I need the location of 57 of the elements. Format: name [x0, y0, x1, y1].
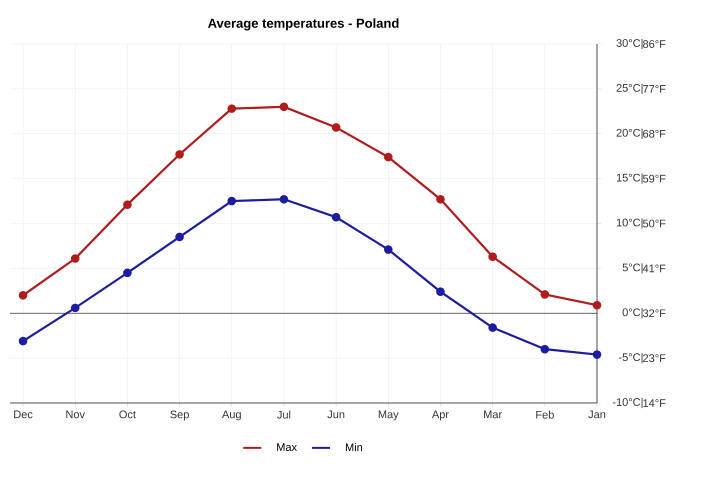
x-tick-label: Jul	[277, 410, 290, 419]
y2-tick-label: 50°F	[642, 220, 666, 228]
x-tick-label: Feb	[536, 410, 554, 419]
point	[540, 344, 550, 354]
point	[280, 194, 288, 204]
point	[384, 152, 393, 162]
point	[175, 150, 184, 159]
point	[18, 336, 28, 346]
y2-tick-label: 14°F	[643, 399, 666, 407]
point	[70, 304, 80, 312]
point	[488, 252, 497, 262]
point	[488, 323, 497, 332]
point	[227, 104, 236, 113]
y-tick-label: 10°C|	[616, 218, 642, 229]
y-tick-label: -5°C|	[618, 352, 642, 364]
point	[332, 212, 340, 222]
point	[70, 254, 80, 263]
point	[227, 196, 236, 206]
point	[540, 290, 550, 299]
y2-tick-label: 86°F	[643, 40, 666, 48]
y2-tick-label: 68°F	[643, 130, 666, 138]
point	[175, 232, 184, 242]
y-tick-label: 30°C|	[616, 38, 642, 50]
y2-tick-label: 59°F	[642, 174, 666, 183]
x-tick-label: Apr	[432, 410, 449, 420]
point	[592, 300, 602, 310]
point	[384, 245, 393, 254]
point	[280, 102, 288, 112]
point	[123, 268, 132, 278]
x-tick-label: Sep	[170, 410, 189, 420]
x-tick-label: Nov	[66, 410, 85, 418]
y-tick-label: -10°C|	[612, 398, 642, 408]
x-tick-label: Jun	[327, 410, 344, 418]
y2-tick-label: 41°F	[642, 264, 666, 272]
point	[332, 123, 340, 132]
y-tick-label: 20°C|	[616, 128, 642, 139]
point	[436, 287, 445, 296]
y2-tick-label: 23°F	[643, 354, 666, 362]
point	[592, 350, 602, 359]
x-tick-label: May	[378, 410, 399, 420]
y-tick-label: 5°C|	[622, 263, 642, 274]
point	[436, 194, 445, 204]
y2-tick-label: 32°F	[642, 309, 666, 318]
y-tick-label: 25°C|	[616, 84, 642, 94]
x-tick-label: Mar	[484, 410, 502, 418]
legend-label: Max	[277, 443, 297, 451]
x-tick-label: Aug	[222, 410, 241, 420]
point	[123, 200, 132, 209]
y2-tick-label: 77°F	[643, 85, 666, 93]
x-tick-label: Jan	[588, 410, 606, 418]
point	[18, 291, 28, 300]
chart-title: Average temperatures - Poland	[208, 18, 398, 30]
x-tick-label: Dec	[14, 410, 33, 418]
x-tick-label: Oct	[119, 410, 136, 418]
y-tick-label: 15°C|	[616, 173, 642, 184]
legend-label: Min	[346, 443, 362, 452]
y-tick-label: 0°C|	[622, 308, 642, 318]
